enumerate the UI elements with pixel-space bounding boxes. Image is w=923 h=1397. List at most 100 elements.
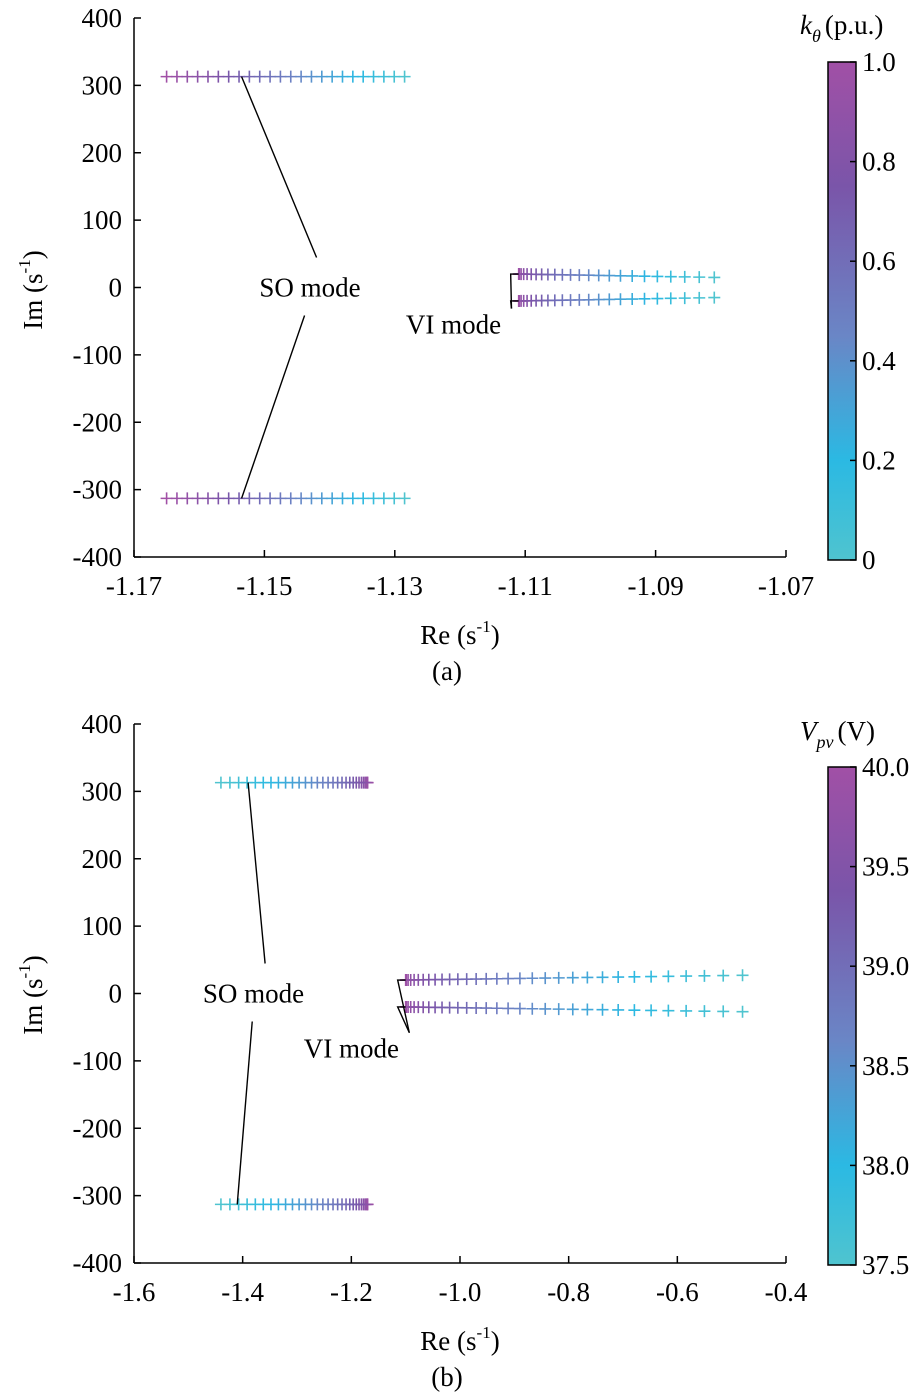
x-tick-label: -1.2 <box>330 1277 373 1307</box>
data-point <box>539 1002 552 1015</box>
colorbar-ticks: 1.0 0.8 0.6 0.4 0.2 0 <box>850 47 896 575</box>
colorbar-tick-label: 40.0 <box>862 752 909 782</box>
annotation-leader <box>247 782 266 964</box>
data-point <box>170 492 183 505</box>
data-point <box>526 972 539 985</box>
annotation-leader <box>509 300 519 309</box>
y-tick-label: -300 <box>73 475 123 505</box>
data-point <box>170 70 183 83</box>
data-point <box>377 70 390 83</box>
data-point <box>662 1004 675 1017</box>
data-point <box>357 70 370 83</box>
series-so-lower <box>214 1198 374 1211</box>
data-point <box>645 970 658 983</box>
data-point <box>628 1004 641 1017</box>
annotation-label: VI mode <box>304 1034 399 1064</box>
data-point <box>552 971 565 984</box>
data-point <box>717 969 730 982</box>
series-vi-upper <box>512 268 721 284</box>
data-point <box>357 492 370 505</box>
y-tick-label: 200 <box>82 844 123 874</box>
annotation-leader <box>236 1021 253 1205</box>
data-point <box>305 492 318 505</box>
data-point <box>233 492 246 505</box>
colorbar-tick-label: 37.5 <box>862 1250 909 1280</box>
x-tick-label: -0.8 <box>547 1277 590 1307</box>
colorbar <box>827 61 857 561</box>
colorbar-label: kθ (p.u.) <box>800 10 883 46</box>
data-point <box>708 291 721 304</box>
data-point <box>678 270 691 283</box>
data-point <box>736 1005 749 1018</box>
data-point <box>513 972 526 985</box>
data-point <box>664 270 677 283</box>
data-point <box>626 293 639 306</box>
y-tick-label: -200 <box>73 1113 123 1143</box>
data-point <box>612 971 625 984</box>
data-point <box>698 969 711 982</box>
y-tick-label: 0 <box>109 979 123 1009</box>
series-vi-lower <box>399 1000 749 1018</box>
data-point <box>662 970 675 983</box>
data-point <box>638 292 651 305</box>
y-tick-label: 300 <box>82 70 123 100</box>
series-so-upper <box>214 776 374 789</box>
data-point <box>284 70 297 83</box>
data-point <box>243 70 256 83</box>
data-point <box>191 492 204 505</box>
data-point <box>581 971 594 984</box>
colorbar-tick-label: 1.0 <box>862 47 896 77</box>
colorbar-tick-label: 0.4 <box>862 346 896 376</box>
annotation-leader <box>509 273 519 309</box>
x-tick-label: -1.17 <box>106 571 162 601</box>
data-point <box>388 70 401 83</box>
data-point <box>336 70 349 83</box>
data-point <box>284 492 297 505</box>
data-point <box>201 492 214 505</box>
data-point <box>470 1001 483 1014</box>
y-tick-label: 300 <box>82 776 123 806</box>
data-point <box>592 269 605 282</box>
data-point <box>526 1002 539 1015</box>
data-point <box>651 292 664 305</box>
x-tick-label: -1.07 <box>758 571 814 601</box>
data-point <box>628 970 641 983</box>
data-point <box>678 292 691 305</box>
data-point <box>326 70 339 83</box>
y-tick-label: 200 <box>82 138 123 168</box>
data-point <box>181 70 194 83</box>
data-point <box>295 492 308 505</box>
y-tick-label: -100 <box>73 340 123 370</box>
data-point <box>470 973 483 986</box>
data-point <box>191 70 204 83</box>
annotation-so-mode: SO mode <box>240 76 361 499</box>
plot-area: 400 300 200 100 0 -100 -200 -300 -400-1.17 -1.15 -… <box>73 3 815 601</box>
data-point <box>708 271 721 284</box>
x-tick-label: -0.6 <box>656 1277 699 1307</box>
data-point <box>336 492 349 505</box>
series-so-upper <box>160 70 411 83</box>
data-point <box>181 492 194 505</box>
colorbar-tick-label: 38.5 <box>862 1051 909 1081</box>
y-tick-label: 0 <box>109 273 123 303</box>
data-point <box>295 70 308 83</box>
colorbar-tick-label: 0.8 <box>862 147 896 177</box>
data-point <box>502 972 515 985</box>
colorbar-tick-label: 0 <box>862 545 876 575</box>
colorbar-tick-label: 0.6 <box>862 246 896 276</box>
data-point <box>502 1002 515 1015</box>
data-point <box>398 492 411 505</box>
data-point <box>552 1003 565 1016</box>
annotation-label: SO mode <box>203 979 304 1009</box>
data-point <box>367 492 380 505</box>
data-point <box>603 293 616 306</box>
annotation-so-mode: SO mode <box>203 782 304 1205</box>
x-tick-label: -1.4 <box>221 1277 264 1307</box>
data-point <box>581 1003 594 1016</box>
annotation-label: VI mode <box>406 310 501 340</box>
data-point <box>233 70 246 83</box>
data-point <box>603 269 616 282</box>
x-tick-label: -1.15 <box>236 571 292 601</box>
y-tick-label: 400 <box>82 709 123 739</box>
